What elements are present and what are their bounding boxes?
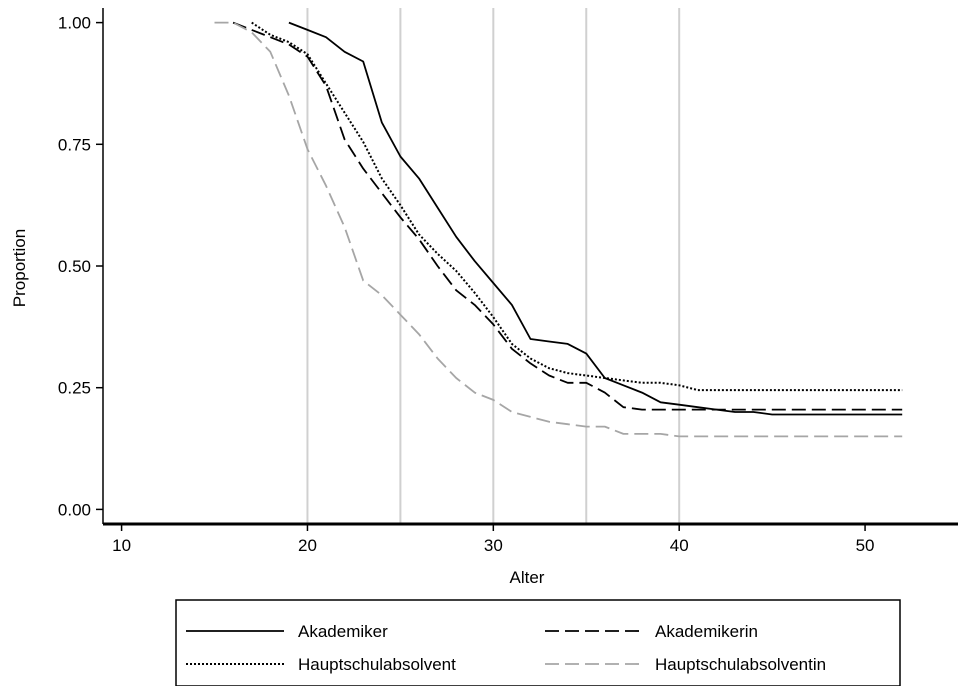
series-lines — [214, 21, 903, 438]
series-line-akademikerin — [232, 21, 903, 411]
series-line-hauptschulabsolvent — [251, 21, 903, 392]
x-tick-label: 40 — [670, 536, 689, 555]
x-tick-label: 30 — [484, 536, 503, 555]
grid-lines — [306, 8, 681, 524]
y-tick-label: 0.00 — [58, 500, 91, 519]
y-tick-label: 0.75 — [58, 135, 91, 154]
x-tick-label: 10 — [112, 536, 131, 555]
axes: 0.00 0.25 0.50 0.75 1.00 10 20 30 40 50 — [58, 8, 958, 555]
y-axis-label: Proportion — [10, 229, 29, 307]
y-tick-label: 0.50 — [58, 257, 91, 276]
x-axis-label: Alter — [510, 568, 545, 587]
legend-box — [175, 599, 901, 687]
legend-label-hauptschulabsolventin: Hauptschulabsolventin — [655, 655, 826, 674]
legend: Akademiker Akademikerin Hauptschulabsolven… — [175, 599, 901, 687]
x-tick-label: 50 — [856, 536, 875, 555]
legend-label-akademikerin: Akademikerin — [655, 622, 758, 641]
legend-label-akademiker: Akademiker — [298, 622, 388, 641]
x-tick-label: 20 — [298, 536, 317, 555]
y-tick-label: 1.00 — [58, 14, 91, 33]
legend-label-hauptschulabsolvent: Hauptschulabsolvent — [298, 655, 456, 674]
series-line-hauptschulabsolventin — [214, 21, 903, 438]
y-tick-label: 0.25 — [58, 379, 91, 398]
